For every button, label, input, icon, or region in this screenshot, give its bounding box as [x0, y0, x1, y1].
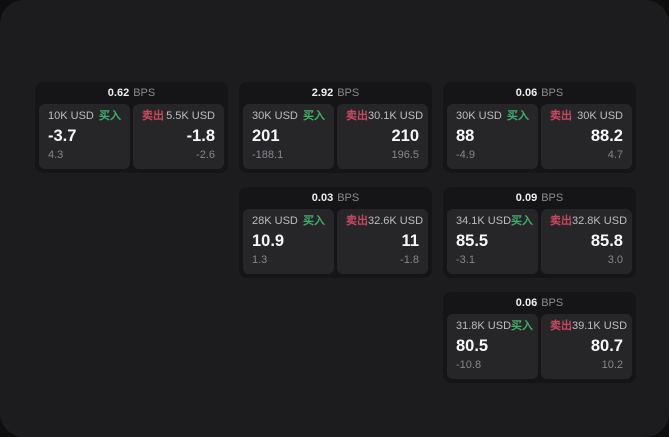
bps-header: 0.06 BPS: [443, 292, 636, 314]
bps-header: 2.92 BPS: [239, 82, 432, 104]
bps-value: 0.06: [515, 297, 538, 309]
buy-delta: -4.9: [456, 149, 475, 161]
quote-card-4: 0.03 BPS 28K USD 买入 10.9 1.3 卖出 32.6K US…: [239, 187, 432, 278]
bps-value: 0.03: [311, 192, 334, 204]
buy-panel[interactable]: 28K USD 买入 10.9 1.3: [243, 209, 334, 274]
bps-value: 2.92: [311, 87, 334, 99]
bps-unit-label: BPS: [541, 297, 564, 309]
bps-value: 0.06: [515, 87, 538, 99]
quote-card-1: 0.62 BPS 10K USD 买入 -3.7 4.3 卖出 5.5K USD…: [35, 82, 228, 173]
bps-unit-label: BPS: [337, 192, 360, 204]
sell-amount: 30.1K USD: [368, 110, 424, 122]
sell-side-label: 卖出: [142, 110, 164, 122]
sell-price: 210: [391, 127, 419, 145]
sell-panel[interactable]: 卖出 30.1K USD 210 196.5: [337, 104, 428, 169]
sell-amount: 30K USD: [577, 110, 623, 122]
bps-header: 0.09 BPS: [443, 187, 636, 209]
bps-unit-label: BPS: [133, 87, 156, 99]
quote-card-2: 2.92 BPS 30K USD 买入 201 -188.1 卖出 30.1K …: [239, 82, 432, 173]
sell-delta: 196.5: [391, 149, 419, 161]
buy-amount: 34.1K USD: [456, 215, 512, 227]
buy-price: 10.9: [252, 232, 285, 250]
sell-amount: 32.6K USD: [368, 215, 424, 227]
bps-unit-label: BPS: [337, 87, 360, 99]
bps-header: 0.06 BPS: [443, 82, 636, 104]
bps-header: 0.62 BPS: [35, 82, 228, 104]
buy-amount: 10K USD: [48, 110, 94, 122]
sell-side-label: 卖出: [550, 320, 572, 332]
sell-amount: 5.5K USD: [166, 110, 215, 122]
buy-price: -3.7: [48, 127, 77, 145]
buy-panel[interactable]: 31.8K USD 买入 80.5 -10.8: [447, 314, 538, 379]
buy-side-label: 买入: [511, 320, 534, 332]
sell-panel[interactable]: 卖出 32.8K USD 85.8 3.0: [541, 209, 632, 274]
buy-panel[interactable]: 30K USD 买入 88 -4.9: [447, 104, 538, 169]
buy-price: 85.5: [456, 232, 489, 250]
buy-amount: 28K USD: [252, 215, 298, 227]
sell-panel[interactable]: 卖出 5.5K USD -1.8 -2.6: [133, 104, 224, 169]
quote-card-5: 0.09 BPS 34.1K USD 买入 85.5 -3.1 卖出 32.8K…: [443, 187, 636, 278]
sell-panel[interactable]: 卖出 32.6K USD 11 -1.8: [337, 209, 428, 274]
buy-panel[interactable]: 34.1K USD 买入 85.5 -3.1: [447, 209, 538, 274]
buy-side-label: 买入: [507, 110, 529, 122]
buy-delta: 1.3: [252, 254, 268, 266]
quote-card-6: 0.06 BPS 31.8K USD 买入 80.5 -10.8 卖出 39.1…: [443, 292, 636, 383]
buy-side-label: 买入: [511, 215, 534, 227]
bps-unit-label: BPS: [541, 192, 564, 204]
sell-side-label: 卖出: [550, 110, 572, 122]
sell-delta: -1.8: [400, 254, 419, 266]
buy-delta: 4.3: [48, 149, 64, 161]
sell-delta: 4.7: [607, 149, 623, 161]
buy-panel[interactable]: 10K USD 买入 -3.7 4.3: [39, 104, 130, 169]
sell-amount: 39.1K USD: [572, 320, 628, 332]
sell-side-label: 卖出: [346, 110, 368, 122]
sell-price: 11: [401, 232, 419, 250]
bps-value: 0.09: [515, 192, 538, 204]
sell-delta: 10.2: [601, 359, 623, 371]
buy-delta: -10.8: [456, 359, 482, 371]
buy-delta: -3.1: [456, 254, 475, 266]
sell-price: -1.8: [186, 127, 215, 145]
buy-delta: -188.1: [252, 149, 284, 161]
sell-side-label: 卖出: [550, 215, 572, 227]
sell-price: 85.8: [590, 232, 623, 250]
sell-panel[interactable]: 卖出 39.1K USD 80.7 10.2: [541, 314, 632, 379]
buy-panel[interactable]: 30K USD 买入 201 -188.1: [243, 104, 334, 169]
sell-price: 80.7: [590, 337, 623, 355]
bps-value: 0.62: [107, 87, 130, 99]
buy-amount: 31.8K USD: [456, 320, 512, 332]
buy-side-label: 买入: [99, 110, 121, 122]
sell-price: 88.2: [590, 127, 623, 145]
sell-amount: 32.8K USD: [572, 215, 628, 227]
quote-card-3: 0.06 BPS 30K USD 买入 88 -4.9 卖出 30K USD 8…: [443, 82, 636, 173]
buy-amount: 30K USD: [252, 110, 298, 122]
buy-price: 88: [456, 127, 475, 145]
sell-delta: -2.6: [196, 149, 215, 161]
sell-delta: 3.0: [607, 254, 623, 266]
buy-side-label: 买入: [303, 110, 325, 122]
buy-price: 80.5: [456, 337, 489, 355]
sell-panel[interactable]: 卖出 30K USD 88.2 4.7: [541, 104, 632, 169]
buy-side-label: 买入: [303, 215, 325, 227]
bps-header: 0.03 BPS: [239, 187, 432, 209]
buy-price: 201: [252, 127, 280, 145]
bps-unit-label: BPS: [541, 87, 564, 99]
sell-side-label: 卖出: [346, 215, 368, 227]
buy-amount: 30K USD: [456, 110, 502, 122]
